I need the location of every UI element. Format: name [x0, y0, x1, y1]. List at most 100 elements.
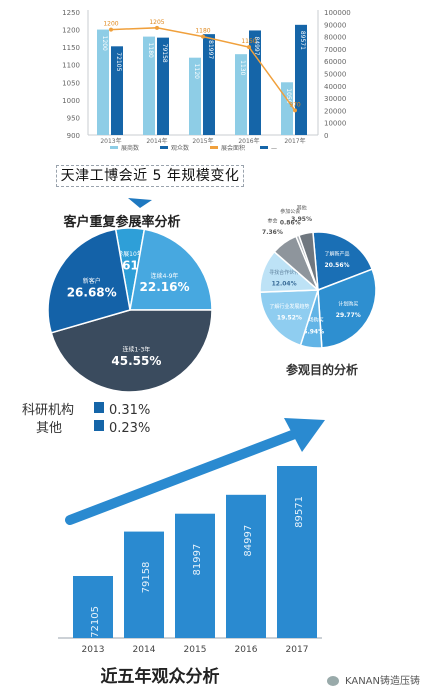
pie-slice-value: 12.04% — [272, 281, 297, 288]
combo-bar-visitors — [157, 37, 169, 135]
pie-slice-label: 参加公会 — [280, 208, 300, 215]
pie1-flag-icon — [128, 198, 152, 208]
visitor-year-label: 2015 — [184, 645, 207, 655]
combo-left-tick: 1250 — [62, 9, 80, 17]
combo-bar-label: 1050 — [285, 88, 292, 103]
visitor-bar-value: 72105 — [90, 606, 101, 638]
combo-bar-exhibitors — [143, 36, 155, 135]
pie1-title: 客户重复参展率分析 — [63, 214, 180, 230]
combo-bar-visitors — [249, 30, 261, 135]
pie-slice — [297, 231, 319, 291]
legend-label-research: 科研机构 — [22, 403, 74, 418]
wechat-icon — [326, 676, 339, 686]
combo-bar-label: 84997 — [253, 36, 260, 55]
combo-bar-visitors — [203, 34, 215, 135]
pie-slice-value: 29.77% — [336, 312, 361, 319]
pie-slice-label: 了解行业发展趋势 — [269, 303, 309, 310]
pie-slice-label: 了解新产品 — [325, 251, 350, 258]
visitor-bar — [175, 513, 215, 638]
combo-line-point — [247, 45, 251, 50]
combo-legend-swatch — [210, 146, 218, 149]
section-caption: 天津工博会近 5 年规模变化 — [56, 165, 244, 187]
partial-legend: 科研机构 0.31% 其他 0.23% — [22, 402, 150, 436]
visitor-year-label: 2016 — [235, 645, 258, 655]
combo-category-label: 2013年 — [100, 137, 121, 145]
combo-line-point — [155, 25, 159, 30]
pie-slice-label: 其他 — [297, 204, 307, 211]
combo-right-tick: 0 — [324, 132, 328, 140]
pie-slice-value: 20.56% — [325, 262, 350, 269]
combo-line-label: 970 — [289, 101, 301, 108]
pie-slice-label: 连续参展10年以上 — [105, 250, 155, 258]
combo-right-tick: 100000 — [324, 9, 351, 17]
pie-slice — [317, 268, 377, 349]
pie-slice-label: 现场购买 — [304, 317, 324, 324]
combo-left-tick: 1200 — [62, 27, 80, 35]
combo-bar-label: 79158 — [161, 44, 168, 63]
combo-bar-visitors — [295, 24, 307, 136]
combo-bar-label: 89571 — [299, 31, 306, 50]
visitor-year-label: 2017 — [286, 645, 309, 655]
visitor-bar-value: 81997 — [192, 544, 203, 576]
combo-bar-label: 1120 — [193, 64, 200, 79]
combo-bar-exhibitors — [97, 29, 109, 136]
combo-category-label: 2015年 — [192, 137, 213, 145]
legend-value-research: 0.31% — [109, 403, 150, 418]
visitor-bar-value: 89571 — [294, 496, 305, 528]
pie-slice-value: 0.86% — [280, 219, 301, 226]
combo-right-tick: 40000 — [324, 83, 346, 91]
repeat-exhibitor-chart: 客户重复参展率分析 连续参展10年以上5.61%连续4-9年22.16%连续1-… — [47, 198, 213, 393]
combo-line-label: 1200 — [103, 21, 118, 28]
visitor-year-label: 2013 — [82, 645, 105, 655]
combo-bar-label: 1200 — [101, 36, 108, 51]
combo-category-label: 2014年 — [146, 137, 167, 145]
combo-left-tick: 900 — [67, 132, 80, 140]
pie-slice-value: 19.52% — [277, 314, 302, 321]
combo-left-tick: 1100 — [62, 62, 80, 70]
pie2-title: 参观目的分析 — [286, 362, 358, 377]
visitor-bar — [73, 576, 113, 638]
pie-slice — [259, 289, 320, 347]
pie-slice-label: 寻找合作伙伴 — [269, 269, 299, 276]
visit-purpose-chart: 了解新产品 20.56% 计划购买 29.77% 现场购买 5.94% 了解行业发展趋势 19… — [259, 204, 377, 377]
legend-swatch-other — [94, 420, 104, 431]
pie-slice — [129, 228, 213, 311]
pie-slice — [50, 309, 213, 393]
combo-right-tick: 10000 — [324, 120, 346, 128]
combo-legend-swatch — [110, 146, 118, 149]
combo-legend-label: — — [271, 145, 277, 152]
pie-slice-value: 45.55% — [111, 354, 161, 368]
combo-line-label: 1180 — [195, 28, 210, 35]
legend-swatch-research — [94, 402, 104, 413]
combo-line-point — [109, 27, 113, 32]
pie-slice-value: 26.68% — [67, 285, 117, 299]
visitor-bar-value: 84997 — [243, 525, 254, 557]
pie-slice-value: 22.16% — [140, 280, 190, 294]
pie-slice-label: 参会 — [267, 217, 277, 224]
growth-arrow-shaft — [65, 427, 305, 525]
combo-right-tick: 70000 — [324, 46, 346, 54]
combo-bar-exhibitors — [189, 57, 201, 135]
combo-line-label: 1150 — [241, 38, 256, 45]
combo-right-tick: 50000 — [324, 71, 346, 79]
combo-category-label: 2016年 — [238, 137, 259, 145]
watermark-text: KANAN铸造压铸 — [344, 676, 420, 687]
pie-slice-label: 连续4-9年 — [151, 272, 179, 280]
combo-bar-visitors — [111, 46, 123, 135]
combo-legend-label: 观众数 — [171, 144, 189, 152]
bottom-title: 近五年观众分析 — [101, 666, 220, 687]
visitor-bar — [277, 466, 317, 638]
combo-legend-swatch — [160, 146, 168, 149]
visitor-year-label: 2014 — [133, 645, 156, 655]
pie-slice-value: 7.36% — [262, 229, 283, 236]
combo-right-tick: 90000 — [324, 21, 346, 29]
combo-legend-swatch — [260, 146, 268, 149]
combo-bar-label: 1180 — [147, 43, 154, 58]
combo-line-point — [293, 108, 297, 113]
combo-line-label: 1205 — [149, 19, 164, 26]
legend-label-other: 其他 — [36, 421, 62, 436]
visitor-bar — [124, 531, 164, 638]
watermark: KANAN铸造压铸 — [326, 672, 420, 687]
